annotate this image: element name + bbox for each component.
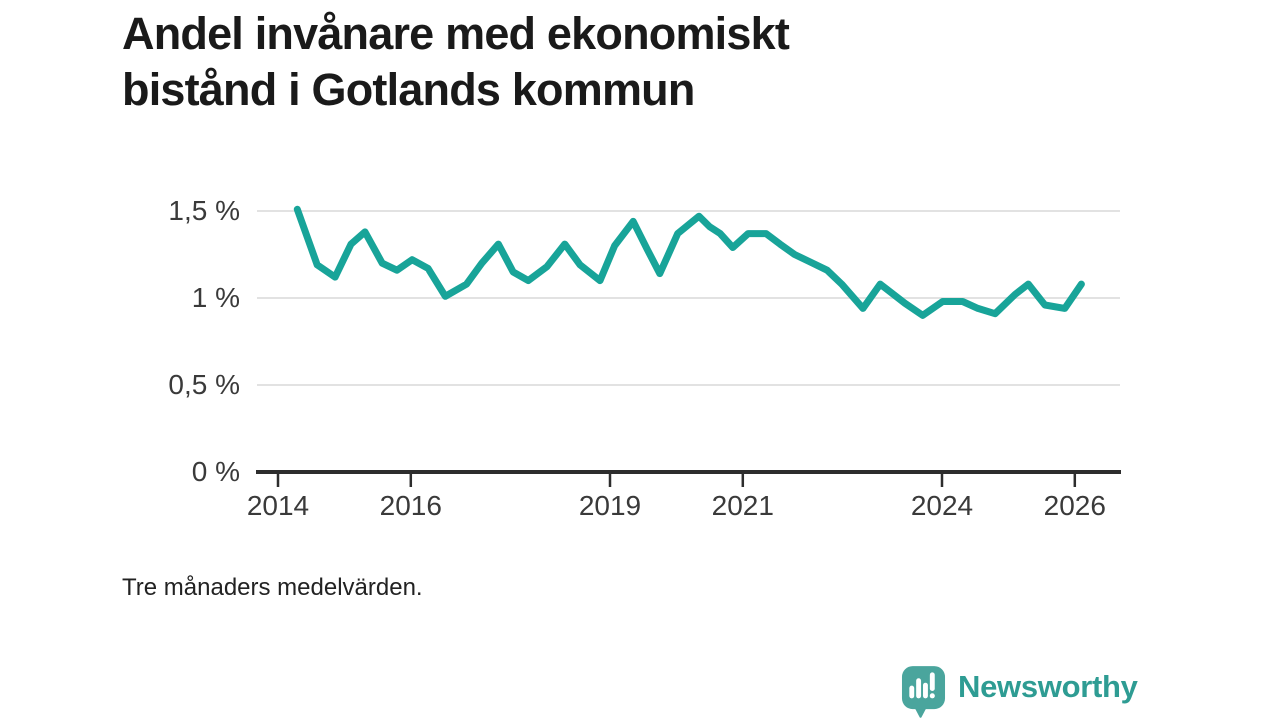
logo-exclamation-dot	[929, 693, 935, 699]
newsworthy-logo-text: Newsworthy	[958, 669, 1138, 704]
newsworthy-logo: Newsworthy	[901, 665, 1138, 719]
logo-bar-tall	[916, 678, 922, 699]
chart-title-line1: Andel invånare med ekonomiskt	[122, 8, 790, 59]
logo-exclamation-bar	[929, 672, 935, 692]
line-chart-plot	[256, 205, 1121, 487]
chart-title: Andel invånare med ekonomiskt bistånd i …	[122, 6, 1022, 118]
logo-bar-medium	[923, 682, 928, 699]
chart-title-line2: bistånd i Gotlands kommun	[122, 64, 695, 115]
chart-note: Tre månaders medelvärden.	[122, 574, 423, 601]
logo-bar-small	[909, 685, 915, 699]
newsworthy-chart-bubble-icon	[901, 666, 946, 718]
trend-line	[293, 205, 1085, 319]
